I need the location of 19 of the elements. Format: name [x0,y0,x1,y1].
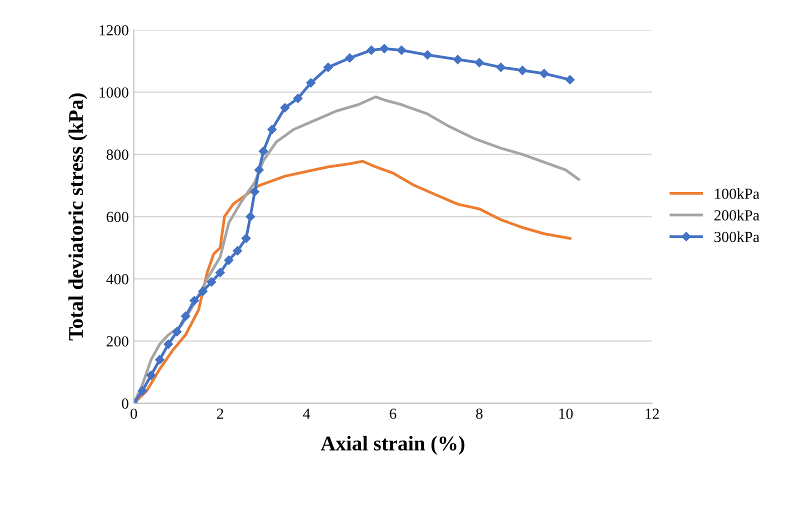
y-tick-label: 1000 [100,87,128,98]
y-axis-title: Total deviatoric stress (kPa) [68,93,88,340]
x-tick-label: 10 [559,408,573,419]
x-tick-label: 8 [476,408,483,419]
y-tick-label: 600 [106,212,128,222]
legend-label: 100kPa [715,188,760,199]
y-tick-label: 400 [106,274,128,284]
legend-label: 300kPa [714,231,760,242]
x-tick-label: 4 [303,408,310,419]
legend-label: 200kPa [714,210,760,220]
y-tick-label: 800 [106,150,128,160]
x-tick-label: 12 [646,408,659,419]
y-tick-label: 1200 [100,25,128,36]
x-axis-title: Axial strain (%) [320,436,464,455]
x-tick-label: 0 [130,408,138,419]
y-tick-label: 200 [106,336,128,346]
x-tick-label: 2 [217,408,224,419]
y-tick-label: 0 [122,398,128,409]
x-tick-label: 6 [390,408,396,419]
